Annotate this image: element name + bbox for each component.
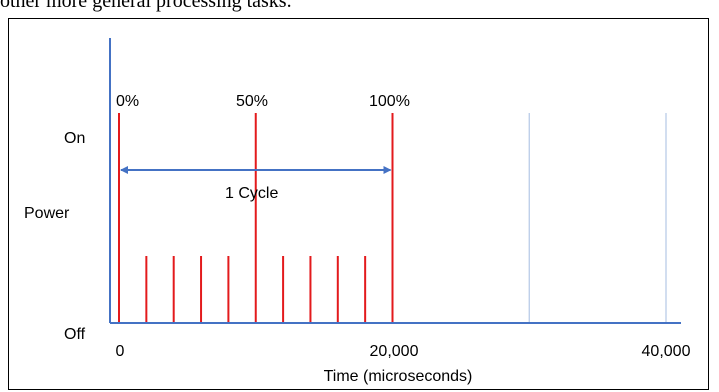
x-tick-20000: 20,000 (370, 343, 419, 360)
percent-label-0: 0% (116, 93, 139, 110)
pulses (118, 113, 394, 322)
y-tick-on: On (64, 130, 85, 147)
figure-frame (8, 18, 709, 390)
cycle-arrow (120, 166, 392, 174)
cycle-arrowhead-left (120, 166, 128, 174)
cycle-label: 1 Cycle (225, 185, 278, 202)
y-tick-off: Off (64, 326, 86, 343)
x-axis-label: Time (microseconds) (324, 368, 473, 385)
cycle-arrowhead-right (383, 166, 392, 174)
intro-text: other more general processing tasks. (0, 0, 292, 12)
percent-label-100: 100% (369, 93, 410, 110)
x-tick-0: 0 (116, 343, 125, 360)
gridlines (528, 113, 667, 322)
x-tick-40000: 40,000 (642, 343, 691, 360)
y-axis-label: Power (24, 205, 70, 222)
percent-label-50: 50% (236, 93, 268, 110)
